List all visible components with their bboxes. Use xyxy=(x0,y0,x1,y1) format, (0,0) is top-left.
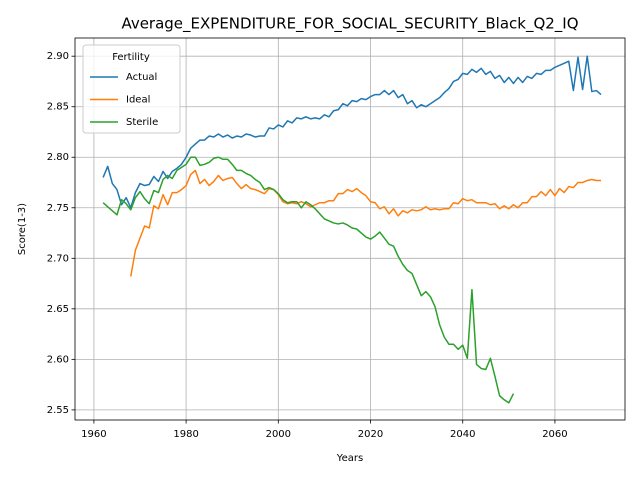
y-axis-label: Score(1-3) xyxy=(17,203,28,255)
y-tick-label: 2.85 xyxy=(47,102,69,113)
x-tick-label: 2020 xyxy=(358,429,383,440)
legend-label: Actual xyxy=(126,72,157,83)
y-tick-label: 2.80 xyxy=(47,152,69,163)
legend-label: Sterile xyxy=(126,117,158,128)
x-tick-label: 2040 xyxy=(450,429,475,440)
line-series xyxy=(102,156,515,404)
line-series xyxy=(130,169,602,277)
y-tick-label: 2.75 xyxy=(47,203,69,214)
y-tick-label: 2.70 xyxy=(47,253,69,264)
legend: Fertility Actual Ideal Sterile xyxy=(82,44,181,134)
x-axis-label: Years xyxy=(336,453,363,464)
y-tick-label: 2.90 xyxy=(47,51,69,62)
chart-title: Average_EXPENDITURE_FOR_SOCIAL_SECURITY_… xyxy=(121,15,578,34)
plot-frame xyxy=(74,37,626,421)
line-series xyxy=(102,55,602,209)
x-tick-label: 1960 xyxy=(81,429,106,440)
legend-label: Ideal xyxy=(126,95,150,106)
x-tick-label: 1980 xyxy=(173,429,198,440)
x-tick-label: 2060 xyxy=(542,429,567,440)
legend-title: Fertility xyxy=(112,52,150,63)
y-tick-label: 2.55 xyxy=(47,405,69,416)
legend-box xyxy=(82,44,181,134)
y-tick-label: 2.65 xyxy=(47,304,69,315)
x-tick-label: 2000 xyxy=(266,429,291,440)
y-tick-label: 2.60 xyxy=(47,354,69,365)
